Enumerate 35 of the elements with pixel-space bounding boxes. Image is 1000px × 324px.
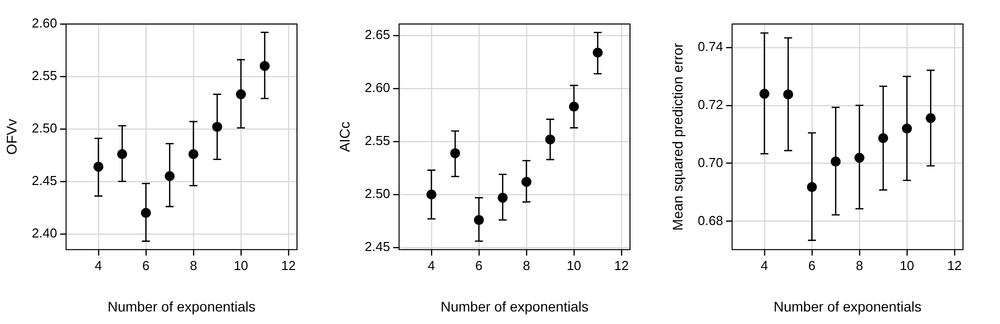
y-tick-label: 2.60 [32, 16, 58, 31]
x-tick-label: 12 [614, 258, 629, 273]
y-axis-title: Mean squared prediction error [669, 42, 686, 231]
x-tick-label: 4 [94, 258, 102, 273]
y-tick-label: 2.55 [364, 133, 390, 148]
x-tick-label: 6 [142, 258, 150, 273]
x-axis-title: Number of exponentials [774, 298, 922, 314]
y-tick-label: 2.60 [364, 80, 390, 96]
x-tick-label: 6 [475, 258, 483, 273]
x-tick-label: 4 [428, 258, 436, 273]
x-tick-label: 12 [947, 258, 962, 273]
y-axis-title: AICc [336, 122, 352, 152]
x-tick-label: 10 [900, 258, 914, 273]
x-tick-label: 8 [856, 258, 864, 273]
x-tick-label: 10 [234, 258, 248, 273]
x-tick-label: 4 [760, 258, 768, 273]
x-tick-label: 8 [190, 258, 198, 273]
x-tick-label: 8 [522, 258, 530, 273]
x-axis-title: Number of exponentials [440, 298, 588, 314]
y-tick-label: 2.65 [364, 27, 390, 42]
y-tick-label: 2.50 [32, 120, 58, 136]
y-axis-title: OFVv [3, 118, 20, 155]
y-tick-label: 2.50 [364, 186, 390, 202]
y-tick-label: 0.74 [698, 39, 724, 54]
y-tick-label: 2.40 [32, 225, 58, 240]
y-tick-label: 0.70 [698, 154, 724, 170]
x-tick-label: 10 [566, 258, 582, 273]
y-tick-label: 0.72 [698, 96, 724, 112]
x-axis-title: Number of exponentials [108, 298, 256, 314]
x-tick-label: 12 [281, 258, 296, 273]
y-tick-label: 2.55 [32, 68, 58, 84]
y-tick-label: 0.68 [698, 212, 724, 228]
y-tick-label: 2.45 [32, 172, 58, 188]
y-tick-label: 2.45 [364, 239, 390, 254]
x-tick-label: 6 [808, 258, 816, 273]
